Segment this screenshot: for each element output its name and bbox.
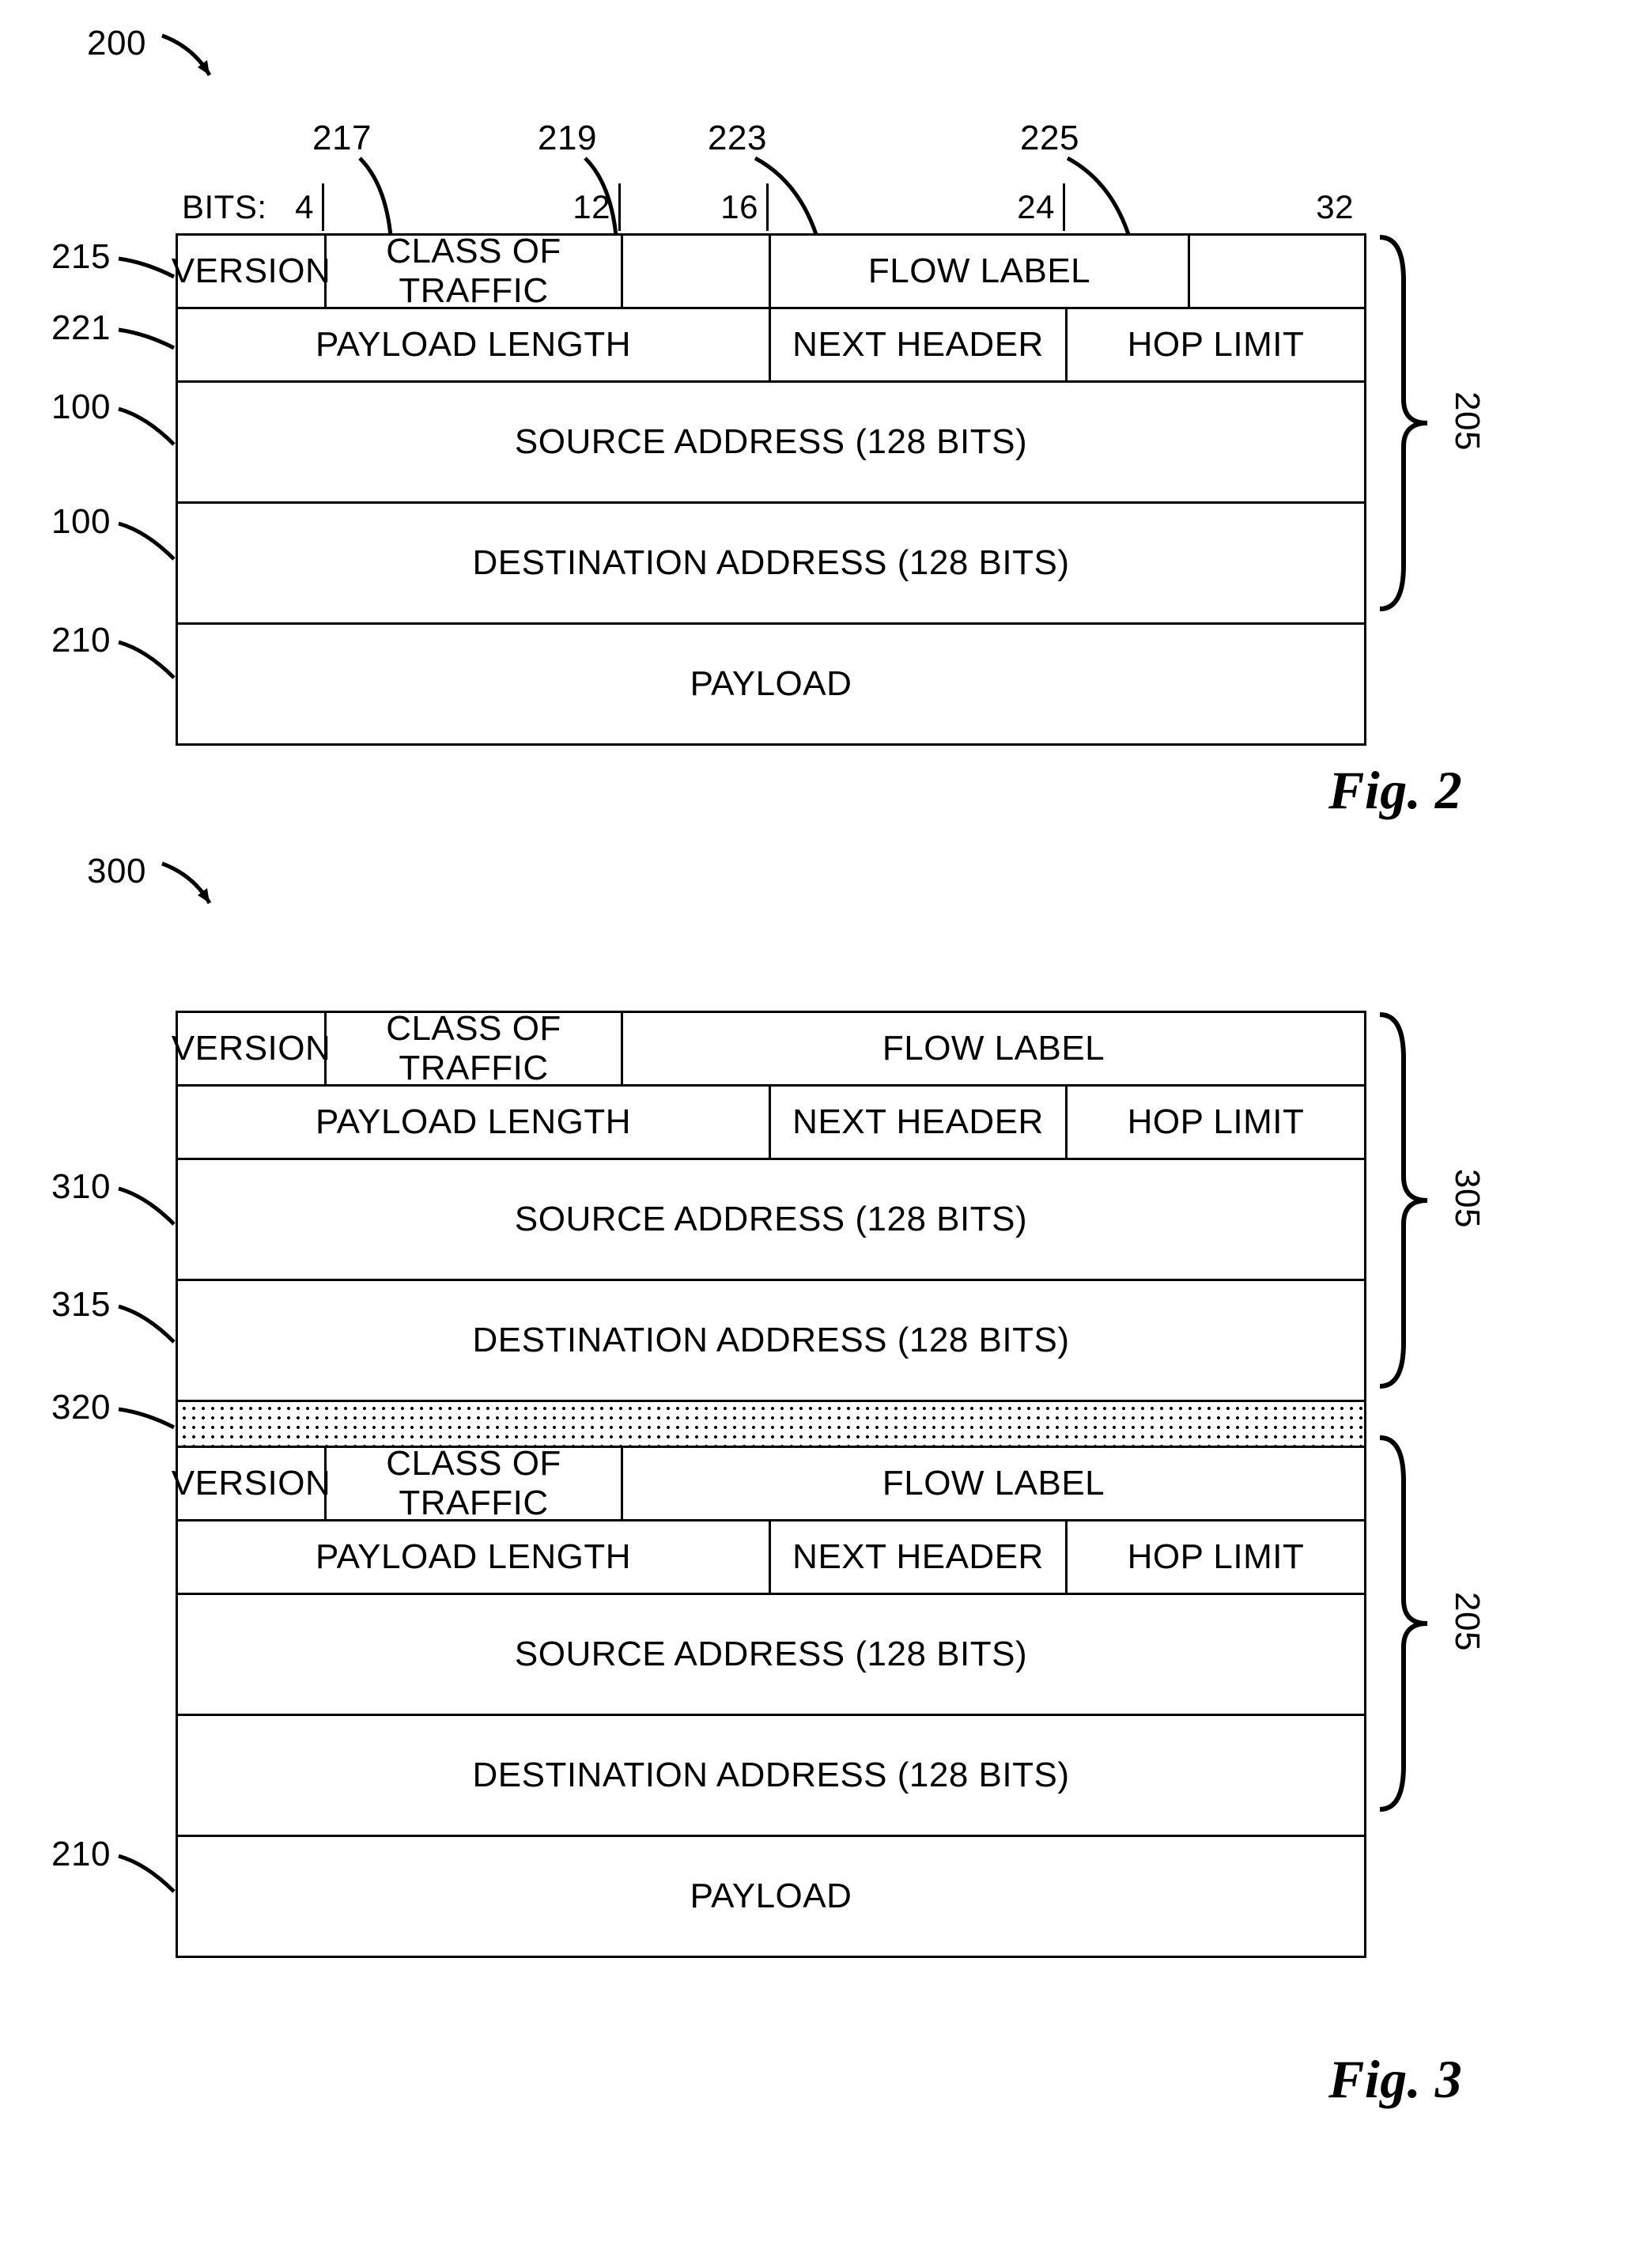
p200-row3: SOURCE ADDRESS (128 BITS) xyxy=(178,380,1364,501)
hook-315 xyxy=(115,1302,178,1350)
hook-310 xyxy=(115,1185,178,1232)
cell-payload-c: PAYLOAD xyxy=(178,1837,1364,1956)
cell-dst: DESTINATION ADDRESS (128 BITS) xyxy=(178,504,1364,622)
brace-205-fig3 xyxy=(1376,1434,1439,1813)
cell-class-b: CLASS OF TRAFFIC xyxy=(327,1013,623,1084)
cell-nexthdr: NEXT HEADER xyxy=(771,309,1068,380)
fig2-ref-arrow xyxy=(158,32,229,87)
fig3-caption: Fig. 3 xyxy=(1328,2048,1462,2111)
hook-100a xyxy=(115,405,178,452)
cell-flow-c: FLOW LABEL xyxy=(623,1448,1364,1519)
cell-paylen-c: PAYLOAD LENGTH xyxy=(178,1521,771,1593)
top-ref-219: 219 xyxy=(538,119,597,158)
cell-version-b: VERSION xyxy=(178,1013,327,1084)
cell-hoplimit: HOP LIMIT xyxy=(1068,309,1364,380)
left-320: 320 xyxy=(51,1388,111,1427)
left-215: 215 xyxy=(51,237,111,277)
cell-class-c: CLASS OF TRAFFIC xyxy=(327,1448,623,1519)
fig3-ref-arrow xyxy=(158,860,229,915)
cell-flow-gap-right xyxy=(1190,236,1364,307)
bits-header: BITS: 4 12 16 24 32 xyxy=(176,183,1362,231)
bits-lead: BITS: xyxy=(176,183,270,231)
cell-payload: PAYLOAD xyxy=(178,625,1364,743)
p200-rowp: PAYLOAD xyxy=(178,622,1364,743)
hook-210 xyxy=(115,638,178,686)
left-315: 315 xyxy=(51,1285,111,1325)
left-221: 221 xyxy=(51,308,111,348)
shade-cell xyxy=(178,1402,1364,1446)
packet-300: VERSION CLASS OF TRAFFIC FLOW LABEL PAYL… xyxy=(176,1011,1366,1958)
cell-version: VERSION xyxy=(178,236,327,307)
cell-flow: FLOW LABEL xyxy=(771,236,1190,307)
bits-32: 32 xyxy=(1065,183,1362,231)
cell-class: CLASS OF TRAFFIC xyxy=(327,236,623,307)
cell-flow-gap-left xyxy=(623,236,771,307)
bits-24: 24 xyxy=(769,183,1065,231)
p300-row4: DESTINATION ADDRESS (128 BITS) xyxy=(178,1279,1364,1400)
packet-200: VERSION CLASS OF TRAFFIC FLOW LABEL PAYL… xyxy=(176,233,1366,746)
p300-row2: PAYLOAD LENGTH NEXT HEADER HOP LIMIT xyxy=(178,1084,1364,1158)
left-100a: 100 xyxy=(51,387,111,427)
p300-row1c: VERSION CLASS OF TRAFFIC FLOW LABEL xyxy=(178,1446,1364,1519)
fig3-ref-number: 300 xyxy=(87,852,146,891)
cell-src: SOURCE ADDRESS (128 BITS) xyxy=(178,383,1364,501)
top-ref-225: 225 xyxy=(1020,119,1079,158)
cell-dst-b: DESTINATION ADDRESS (128 BITS) xyxy=(178,1281,1364,1400)
left-210-fig3: 210 xyxy=(51,1835,111,1874)
cell-dst-c: DESTINATION ADDRESS (128 BITS) xyxy=(178,1716,1364,1835)
cell-paylen-b: PAYLOAD LENGTH xyxy=(178,1087,771,1158)
p200-row2: PAYLOAD LENGTH NEXT HEADER HOP LIMIT xyxy=(178,307,1364,380)
brace-205-fig2 xyxy=(1376,233,1439,613)
cell-src-c: SOURCE ADDRESS (128 BITS) xyxy=(178,1595,1364,1714)
bits-12: 12 xyxy=(324,183,621,231)
brace-205-fig3-label: 205 xyxy=(1447,1592,1487,1651)
p200-row4: DESTINATION ADDRESS (128 BITS) xyxy=(178,501,1364,622)
brace-205-label: 205 xyxy=(1447,391,1487,451)
p300-row3c: SOURCE ADDRESS (128 BITS) xyxy=(178,1593,1364,1714)
hook-210-fig3 xyxy=(115,1852,178,1899)
left-210: 210 xyxy=(51,621,111,660)
hook-221 xyxy=(115,326,178,357)
top-ref-223: 223 xyxy=(708,119,767,158)
cell-hoplimit-c: HOP LIMIT xyxy=(1068,1521,1364,1593)
cell-hoplimit-b: HOP LIMIT xyxy=(1068,1087,1364,1158)
brace-305-label: 305 xyxy=(1447,1169,1487,1228)
p200-row1: VERSION CLASS OF TRAFFIC FLOW LABEL xyxy=(178,236,1364,307)
p300-rowp: PAYLOAD xyxy=(178,1835,1364,1956)
brace-305 xyxy=(1376,1011,1439,1390)
hook-320 xyxy=(115,1405,178,1437)
cell-version-c: VERSION xyxy=(178,1448,327,1519)
cell-src-b: SOURCE ADDRESS (128 BITS) xyxy=(178,1160,1364,1279)
bits-4: 4 xyxy=(270,183,324,231)
top-ref-217: 217 xyxy=(312,119,372,158)
left-310: 310 xyxy=(51,1167,111,1207)
p300-row4c: DESTINATION ADDRESS (128 BITS) xyxy=(178,1714,1364,1835)
bits-16: 16 xyxy=(621,183,769,231)
fig2-ref-number: 200 xyxy=(87,24,146,63)
cell-paylen: PAYLOAD LENGTH xyxy=(178,309,771,380)
cell-nexthdr-b: NEXT HEADER xyxy=(771,1087,1068,1158)
left-100b: 100 xyxy=(51,502,111,542)
p300-row3: SOURCE ADDRESS (128 BITS) xyxy=(178,1158,1364,1279)
shaded-separator xyxy=(178,1400,1364,1446)
p300-row2c: PAYLOAD LENGTH NEXT HEADER HOP LIMIT xyxy=(178,1519,1364,1593)
p300-row1: VERSION CLASS OF TRAFFIC FLOW LABEL xyxy=(178,1013,1364,1084)
hook-215 xyxy=(115,255,178,286)
cell-flow-b: FLOW LABEL xyxy=(623,1013,1364,1084)
hook-100b xyxy=(115,520,178,567)
cell-nexthdr-c: NEXT HEADER xyxy=(771,1521,1068,1593)
fig2-caption: Fig. 2 xyxy=(1328,759,1462,822)
